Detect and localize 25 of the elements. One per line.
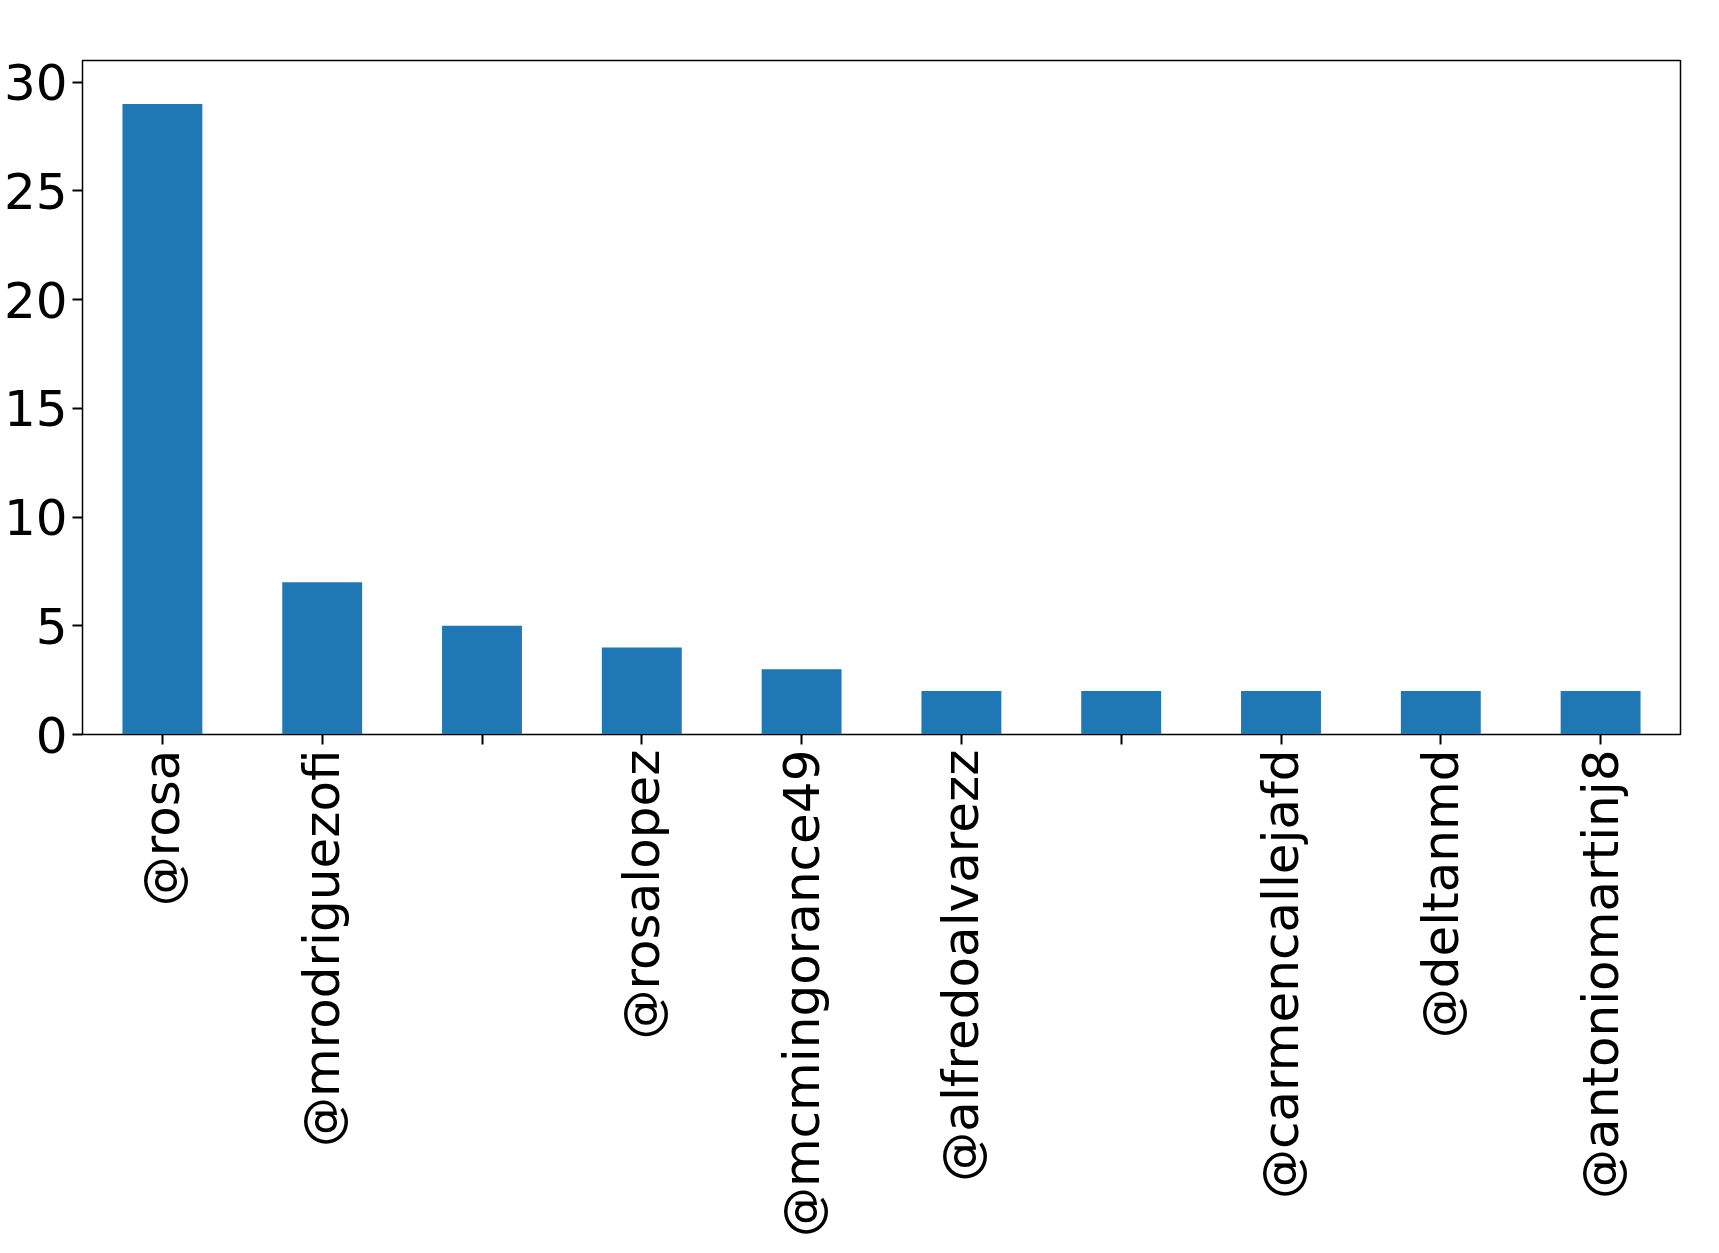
- x-tick-label: @alfredoalvarezz: [932, 749, 991, 1182]
- x-tick-label: @rosa: [133, 749, 192, 907]
- x-tick-label: @deltanmd: [1411, 749, 1470, 1039]
- y-tick-label: 20: [3, 271, 68, 330]
- bar: [122, 103, 203, 735]
- y-tick-label: 5: [35, 597, 68, 656]
- bar: [601, 647, 682, 735]
- bar: [921, 691, 1002, 735]
- x-tick-label: @carmencallejafd: [1252, 749, 1310, 1200]
- y-tick-label: 25: [3, 162, 68, 221]
- x-tick-label: @rosalopez: [612, 749, 671, 1040]
- bar: [1241, 691, 1321, 735]
- bar: [1560, 691, 1641, 735]
- bar: [1400, 691, 1481, 735]
- bar: [761, 669, 842, 735]
- y-tick-label: 0: [35, 706, 68, 765]
- y-tick-label: 30: [3, 54, 68, 113]
- x-tick-label: @antoniomartinj8: [1571, 749, 1630, 1199]
- bar: [442, 625, 522, 735]
- x-tick-label: @mcmingorance49: [772, 749, 831, 1238]
- x-tick-label: @mrodriguezofi: [293, 749, 352, 1147]
- y-tick-label: 15: [3, 380, 68, 439]
- bar: [282, 582, 363, 735]
- bar: [1081, 691, 1162, 735]
- y-tick-label: 10: [3, 489, 68, 548]
